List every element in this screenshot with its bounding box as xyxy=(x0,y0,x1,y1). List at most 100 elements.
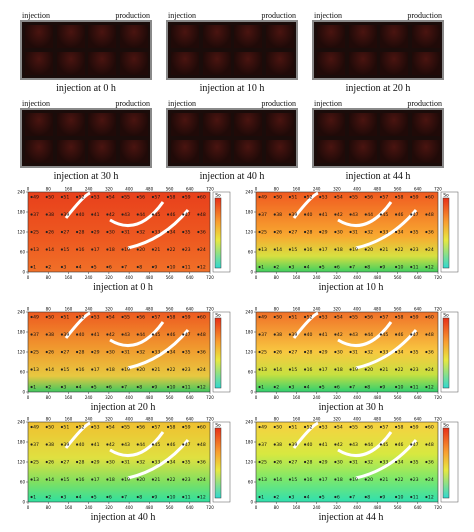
well-label: 5 xyxy=(94,265,97,271)
photo-pane xyxy=(234,113,262,136)
well xyxy=(30,248,33,251)
well-label: 17 xyxy=(322,477,328,483)
well-label: 58 xyxy=(398,315,404,321)
well xyxy=(258,265,261,269)
well-label: 3 xyxy=(291,495,294,501)
photo-left-label: injection xyxy=(168,99,196,108)
map-caption: injection at 10 h xyxy=(318,282,384,293)
well xyxy=(425,495,428,499)
x-tick-label-top: 320 xyxy=(105,187,113,192)
well-label: 5 xyxy=(322,265,325,271)
map-field xyxy=(27,191,211,273)
well-label: 20 xyxy=(139,367,145,373)
well xyxy=(166,213,170,216)
well-label: 49 xyxy=(261,195,267,201)
well-label: 31 xyxy=(124,350,130,356)
x-tick-label-top: 320 xyxy=(333,187,341,192)
well xyxy=(45,460,48,464)
x-tick-label: 80 xyxy=(46,275,52,280)
x-tick-label-top: 720 xyxy=(434,187,442,192)
well-label: 51 xyxy=(63,315,69,321)
well xyxy=(349,495,352,499)
well-label: 4 xyxy=(79,265,82,271)
well-label: 10 xyxy=(170,385,176,391)
photo-pane xyxy=(202,113,231,136)
well-label: 51 xyxy=(63,195,69,201)
well xyxy=(273,478,276,481)
flow-curve xyxy=(292,191,319,219)
well xyxy=(349,315,352,319)
well xyxy=(334,425,337,429)
well xyxy=(273,265,276,269)
x-tick-label: 160 xyxy=(293,395,301,400)
well xyxy=(349,385,352,389)
well-label: 32 xyxy=(367,350,373,356)
x-tick-label: 720 xyxy=(434,275,442,280)
well-label: 14 xyxy=(48,367,54,373)
well-label: 6 xyxy=(109,265,112,271)
well xyxy=(394,350,398,354)
well-label: 6 xyxy=(109,385,112,391)
x-tick-label: 320 xyxy=(333,505,341,510)
well-label: 38 xyxy=(276,332,282,338)
x-tick-label: 160 xyxy=(293,505,301,510)
well xyxy=(151,248,155,251)
photo-pane xyxy=(265,52,294,75)
well xyxy=(151,368,155,371)
well xyxy=(303,195,307,199)
x-tick-label-top: 320 xyxy=(333,417,341,422)
photo-pane xyxy=(119,52,148,75)
well xyxy=(151,385,155,389)
x-tick-label: 640 xyxy=(186,505,194,510)
well xyxy=(106,350,109,354)
well-label: 21 xyxy=(154,247,160,253)
well-label: 15 xyxy=(63,247,69,253)
well xyxy=(121,315,124,319)
y-tick-label: 120 xyxy=(245,230,253,235)
well-label: 7 xyxy=(124,265,127,271)
well-label: 37 xyxy=(33,212,39,218)
well xyxy=(410,213,413,216)
well-label: 13 xyxy=(261,477,267,483)
well-label: 13 xyxy=(33,477,39,483)
well-label: 35 xyxy=(413,230,419,236)
well xyxy=(258,425,261,429)
well-label: 13 xyxy=(33,247,39,253)
well xyxy=(394,230,398,234)
well-label: 33 xyxy=(154,350,160,356)
well-label: 27 xyxy=(291,230,297,236)
well xyxy=(319,478,322,481)
well-label: 36 xyxy=(428,230,434,236)
well xyxy=(75,213,79,216)
well-label: 4 xyxy=(79,495,82,501)
well-label: 12 xyxy=(200,385,206,391)
well xyxy=(379,195,383,199)
photo-right-label: production xyxy=(261,99,296,108)
photo-pane xyxy=(25,113,53,136)
x-tick-label-top: 640 xyxy=(186,417,194,422)
well xyxy=(30,213,33,216)
well xyxy=(334,478,337,481)
well-label: 21 xyxy=(382,247,388,253)
well-label: 45 xyxy=(154,442,160,448)
well-label: 28 xyxy=(307,460,313,466)
x-tick-label: 240 xyxy=(85,275,93,280)
well xyxy=(364,368,367,371)
well xyxy=(166,495,170,499)
well xyxy=(121,265,124,269)
x-tick-label: 480 xyxy=(146,505,154,510)
x-tick-label-top: 0 xyxy=(27,187,30,192)
well-label: 45 xyxy=(382,442,388,448)
x-tick-label-top: 320 xyxy=(105,417,113,422)
well xyxy=(166,460,170,464)
well xyxy=(60,265,64,269)
x-tick-label: 400 xyxy=(125,395,133,400)
x-tick-label-top: 480 xyxy=(374,417,382,422)
photo-pane xyxy=(348,25,377,48)
well xyxy=(75,230,79,234)
well xyxy=(136,248,139,251)
well xyxy=(273,230,276,234)
well xyxy=(379,213,383,216)
well-label: 39 xyxy=(291,442,297,448)
x-tick-label: 0 xyxy=(255,275,258,280)
